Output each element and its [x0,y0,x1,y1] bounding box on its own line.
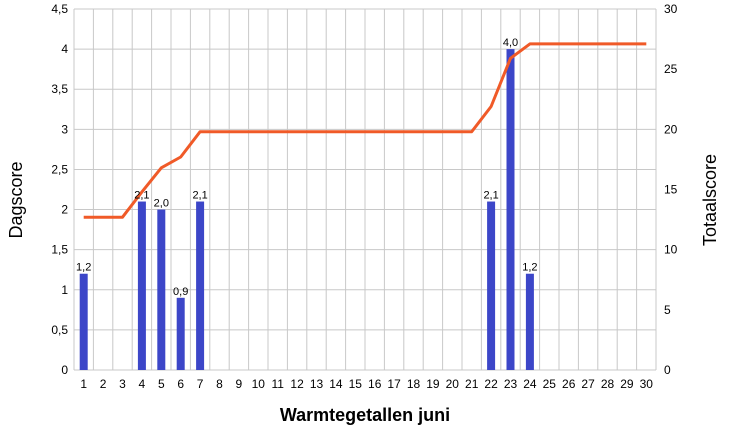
y2-axis-ticks: 0 5 10 15 20 25 30 [664,2,678,377]
line-series [83,42,647,219]
grid-lines [73,8,657,371]
y2-tick-label: 30 [664,2,678,16]
x-tick-label: 2 [100,377,107,391]
bar-data-label: 1,2 [76,262,91,274]
bar [137,201,146,370]
y-axis-title: Dagscore [6,161,26,238]
y2-tick-label: 15 [664,183,678,197]
y-tick-label: 0 [61,363,68,377]
x-tick-label: 6 [177,377,184,391]
x-tick-label: 11 [271,377,284,391]
x-tick-label: 17 [387,377,401,391]
x-tick-label: 23 [504,377,518,391]
bar-data-label: 2,1 [134,190,149,202]
x-tick-label: 12 [290,377,304,391]
bar [487,201,496,370]
data-labels: 1,2 2,1 2,0 0,9 2,1 2,1 4,0 1,2 [76,37,537,298]
bar-data-label: 1,2 [522,262,537,274]
x-tick-label: 20 [446,377,460,391]
x-tick-label: 26 [562,377,576,391]
x-tick-label: 27 [581,377,595,391]
x-tick-label: 28 [601,377,615,391]
y2-tick-label: 5 [664,303,671,317]
y-tick-label: 2,5 [51,162,68,176]
x-tick-label: 1 [80,377,87,391]
x-tick-label: 18 [407,377,421,391]
x-axis-title: Warmtegetallen juni [280,405,450,425]
x-tick-label: 14 [329,377,343,391]
y-tick-label: 3,5 [51,82,68,96]
bar-data-label: 4,0 [503,37,518,49]
bar [176,297,185,370]
y2-tick-label: 20 [664,122,678,136]
bar-data-label: 2,1 [483,190,498,202]
bar-series [79,49,534,370]
y-tick-label: 1,5 [51,243,68,257]
x-tick-label: 3 [119,377,126,391]
y-tick-label: 4,5 [51,2,68,16]
bar [196,201,205,370]
bar [506,49,515,370]
x-tick-label: 4 [139,377,146,391]
x-tick-label: 21 [465,377,479,391]
totaalscore-line [83,42,647,219]
bar [157,209,166,370]
y2-axis-title: Totaalscore [700,154,720,246]
x-tick-label: 24 [523,377,537,391]
x-tick-label: 5 [158,377,165,391]
x-tick-label: 10 [252,377,266,391]
y2-tick-label: 0 [664,363,671,377]
bar [79,273,88,370]
y-tick-label: 4 [61,42,68,56]
x-tick-label: 19 [426,377,440,391]
y-tick-label: 0,5 [51,323,68,337]
x-tick-label: 22 [484,377,498,391]
bar-data-label: 2,1 [192,190,207,202]
y-tick-label: 3 [61,122,68,136]
x-tick-label: 13 [310,377,324,391]
y2-tick-label: 25 [664,62,678,76]
y-tick-label: 1 [61,283,68,297]
bar-data-label: 0,9 [173,286,188,298]
x-tick-label: 16 [368,377,382,391]
bar [525,273,534,370]
y-axis-ticks: 0 0,5 1 1,5 2 2,5 3 3,5 4 4,5 [51,2,68,377]
x-axis-ticks: 1 2 3 4 5 6 7 8 9 10 11 12 13 14 15 16 17 18 19 20 21 22 23 24 2… [80,377,653,391]
x-tick-label: 8 [216,377,223,391]
x-tick-label: 7 [197,377,204,391]
x-tick-label: 9 [236,377,243,391]
bar-data-label: 2,0 [154,198,169,210]
x-tick-label: 30 [640,377,654,391]
x-tick-label: 15 [349,377,363,391]
x-tick-label: 25 [543,377,557,391]
x-tick-label: 29 [620,377,634,391]
y-tick-label: 2 [61,203,68,217]
y2-tick-label: 10 [664,243,678,257]
